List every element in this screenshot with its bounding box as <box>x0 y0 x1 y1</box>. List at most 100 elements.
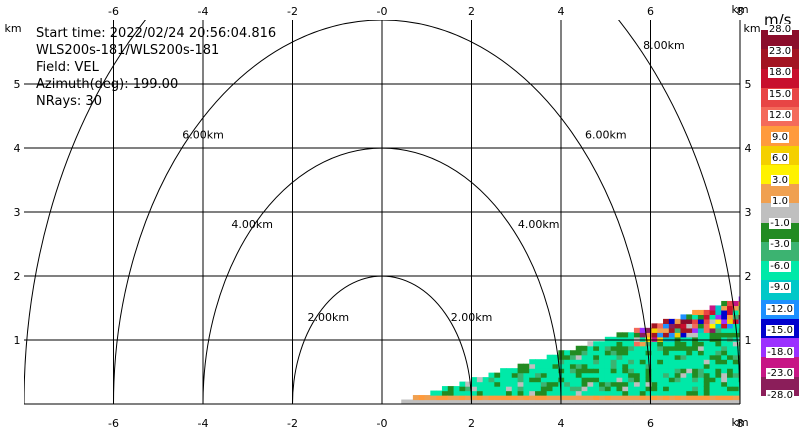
velocity-cell <box>633 381 641 387</box>
velocity-cell <box>721 395 728 401</box>
velocity-cell <box>622 390 629 396</box>
velocity-cell <box>616 359 623 365</box>
axis-unit-label: km <box>731 416 748 429</box>
x-tick-label-bottom: 8 <box>737 417 744 430</box>
velocity-cell <box>639 341 647 347</box>
velocity-cell <box>610 399 618 404</box>
velocity-cell <box>505 372 513 378</box>
velocity-cell <box>715 341 722 347</box>
velocity-cell <box>709 395 716 401</box>
colorbar-tick-label: 6.0 <box>771 153 789 165</box>
velocity-cell <box>540 399 548 404</box>
velocity-cell <box>668 318 676 324</box>
velocity-cell <box>546 354 554 360</box>
velocity-cell <box>651 372 658 378</box>
velocity-cell <box>476 377 484 383</box>
velocity-cell <box>732 368 740 374</box>
velocity-cell <box>738 395 740 401</box>
velocity-cell <box>744 296 750 301</box>
velocity-cell <box>727 309 734 315</box>
velocity-cell <box>569 372 577 378</box>
velocity-cell <box>587 359 594 365</box>
velocity-cell <box>569 363 577 369</box>
velocity-cell <box>558 350 565 356</box>
velocity-cell <box>628 390 635 396</box>
velocity-cell <box>575 377 583 383</box>
x-tick-label-bottom: 2 <box>468 417 475 430</box>
velocity-cell <box>645 332 652 338</box>
velocity-cell <box>465 395 472 401</box>
velocity-cell <box>744 391 750 396</box>
range-ring-label: 2.00km <box>308 311 350 324</box>
velocity-cell <box>587 368 594 374</box>
velocity-cell <box>663 363 670 369</box>
y-tick-label-left: 5 <box>14 78 21 91</box>
y-tick-label-left: 1 <box>14 334 21 347</box>
velocity-cell <box>593 345 600 351</box>
velocity-cell <box>732 318 740 324</box>
velocity-cell <box>639 372 647 378</box>
velocity-cell <box>645 390 652 396</box>
velocity-cell <box>732 372 740 378</box>
velocity-cell <box>715 314 722 320</box>
velocity-cell <box>564 390 571 396</box>
velocity-cell <box>575 399 583 404</box>
velocity-cell <box>546 390 554 396</box>
velocity-cell <box>476 386 484 392</box>
velocity-cell <box>692 332 699 338</box>
axis-unit-label: km <box>743 22 760 35</box>
velocity-cell <box>430 390 437 396</box>
velocity-cell <box>558 395 565 401</box>
velocity-cell <box>645 336 652 342</box>
velocity-cell <box>727 381 734 387</box>
colorbar-tick-label: -3.0 <box>769 239 791 251</box>
velocity-cell <box>697 386 705 392</box>
velocity-cell <box>703 318 711 324</box>
velocity-cell <box>663 372 670 378</box>
velocity-cell <box>500 390 507 396</box>
velocity-cell <box>599 359 606 365</box>
velocity-cell <box>732 381 740 387</box>
velocity-cell <box>535 390 542 396</box>
velocity-cell <box>511 395 519 401</box>
velocity-cell <box>587 372 594 378</box>
velocity-cell <box>744 400 750 405</box>
velocity-cell <box>709 305 716 311</box>
colorbar-tick-label: -15.0 <box>766 325 794 337</box>
velocity-cell <box>500 368 507 374</box>
velocity-cell <box>721 386 728 392</box>
velocity-cell <box>703 327 711 333</box>
velocity-cell <box>453 395 461 401</box>
velocity-cell <box>628 381 635 387</box>
velocity-cell <box>564 368 571 374</box>
velocity-cell <box>482 395 490 401</box>
velocity-cell <box>715 305 722 311</box>
velocity-cell <box>564 372 571 378</box>
velocity-cell <box>604 390 612 396</box>
velocity-cell <box>471 386 478 392</box>
velocity-cell <box>651 377 658 383</box>
velocity-cell <box>599 341 606 347</box>
velocity-cell <box>692 350 699 356</box>
velocity-cell <box>721 381 728 387</box>
velocity-cell <box>692 377 699 383</box>
velocity-cell <box>436 390 443 396</box>
velocity-cell <box>680 354 687 360</box>
velocity-cell <box>663 345 670 351</box>
velocity-cell <box>674 332 682 338</box>
velocity-cell <box>709 390 716 396</box>
velocity-cell <box>581 368 588 374</box>
velocity-cell <box>715 309 722 315</box>
velocity-cell <box>680 350 687 356</box>
velocity-cell <box>569 359 577 365</box>
velocity-cell <box>511 399 519 404</box>
velocity-cell <box>622 359 629 365</box>
velocity-cell <box>471 395 478 401</box>
velocity-cell <box>581 345 588 351</box>
velocity-cell <box>540 395 548 401</box>
velocity-cell <box>616 372 623 378</box>
velocity-cell <box>732 332 740 338</box>
velocity-cell <box>581 377 588 383</box>
velocity-cell <box>715 368 722 374</box>
velocity-cell <box>651 399 658 404</box>
